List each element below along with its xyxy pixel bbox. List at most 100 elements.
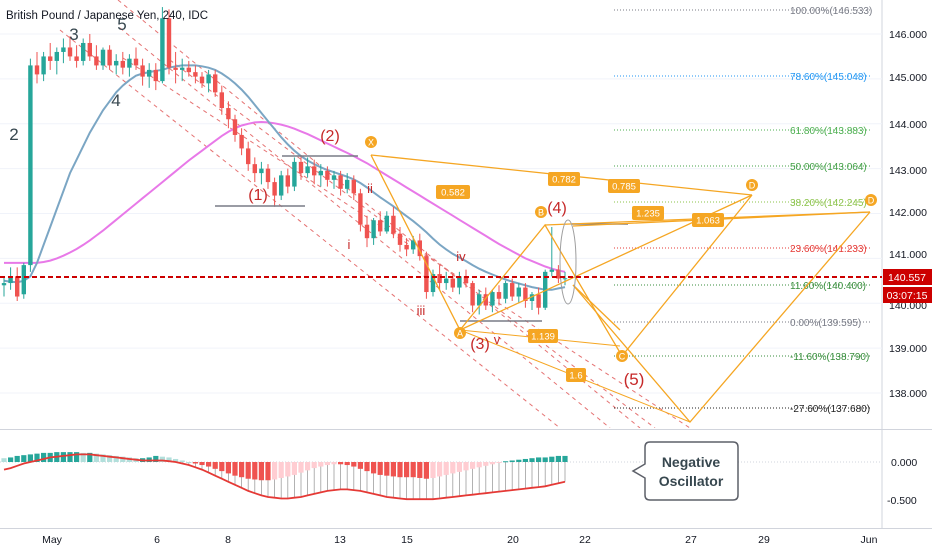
candle[interactable] — [457, 271, 462, 295]
histogram-bar[interactable] — [338, 462, 344, 465]
histogram-bar[interactable] — [173, 458, 179, 462]
fib-level[interactable]: 50.00%(143.064) — [614, 162, 872, 173]
histogram-bar[interactable] — [463, 462, 469, 471]
channel-inner-line[interactable] — [59, 29, 561, 428]
histogram-bar[interactable] — [232, 462, 238, 476]
histogram-bar[interactable] — [252, 462, 258, 480]
histogram-bar[interactable] — [555, 455, 561, 462]
histogram-bar[interactable] — [93, 453, 99, 462]
candle[interactable] — [21, 262, 26, 299]
histogram-bar[interactable] — [437, 462, 443, 477]
candle[interactable] — [417, 233, 422, 261]
candle[interactable] — [285, 168, 290, 194]
histogram-bar[interactable] — [298, 462, 304, 473]
histogram-bar[interactable] — [305, 462, 311, 471]
candle[interactable] — [305, 157, 310, 178]
candle[interactable] — [199, 72, 205, 88]
candle[interactable] — [345, 173, 350, 194]
ratio-tag[interactable]: 1.063 — [692, 213, 724, 227]
candle[interactable] — [54, 47, 59, 75]
candle[interactable] — [503, 280, 508, 304]
histogram-bar[interactable] — [206, 462, 212, 467]
histogram-bar[interactable] — [239, 462, 245, 478]
histogram-bar[interactable] — [60, 452, 66, 462]
candle[interactable] — [133, 47, 139, 70]
candle[interactable] — [470, 280, 475, 313]
ratio-tag[interactable]: 0.785 — [608, 179, 640, 193]
candle[interactable] — [180, 58, 185, 82]
candle[interactable] — [186, 60, 191, 77]
candle[interactable] — [8, 267, 13, 290]
candle[interactable] — [444, 271, 449, 290]
oscillator-histogram[interactable] — [1, 452, 568, 500]
histogram-bar[interactable] — [265, 462, 271, 481]
histogram-bar[interactable] — [107, 455, 113, 462]
candle[interactable] — [437, 265, 442, 290]
fib-level[interactable]: 100.00%(146.533) — [614, 6, 872, 17]
wave-label[interactable]: (1) — [248, 187, 268, 204]
wave-label[interactable]: iii — [417, 303, 426, 318]
histogram-bar[interactable] — [536, 457, 542, 462]
wave-label[interactable]: (3) — [470, 336, 490, 353]
candle[interactable] — [67, 36, 73, 61]
wave-label[interactable]: iv — [456, 249, 466, 264]
wave-label[interactable]: (2) — [320, 128, 340, 145]
oscillator-signal-line[interactable] — [3, 453, 566, 501]
histogram-bar[interactable] — [8, 457, 14, 462]
candle[interactable] — [34, 51, 40, 84]
wave-label[interactable]: (4) — [547, 200, 567, 217]
histogram-bar[interactable] — [450, 462, 456, 474]
histogram-bar[interactable] — [67, 452, 73, 462]
candle[interactable] — [100, 47, 106, 70]
candle[interactable] — [338, 170, 343, 196]
histogram-bar[interactable] — [443, 462, 449, 475]
histogram-bar[interactable] — [503, 461, 509, 463]
candle[interactable] — [219, 85, 224, 115]
candle[interactable] — [384, 211, 389, 234]
candle[interactable] — [523, 283, 528, 308]
fib-level[interactable]: 38.20%(142.245) — [614, 198, 872, 209]
histogram-bar[interactable] — [100, 454, 106, 462]
candle[interactable] — [61, 38, 66, 64]
candle[interactable] — [536, 287, 541, 315]
candle[interactable] — [232, 114, 238, 142]
candle[interactable] — [120, 51, 125, 75]
candle[interactable] — [160, 7, 165, 84]
current-price-badge[interactable]: 140.557 03:07:15 — [883, 269, 932, 303]
candle[interactable] — [496, 285, 502, 306]
candle[interactable] — [226, 101, 231, 129]
fast-moving-average-line[interactable] — [3, 64, 566, 291]
histogram-bar[interactable] — [562, 455, 568, 462]
fib-level[interactable]: 11.60%(140.400) — [614, 281, 872, 292]
histogram-bar[interactable] — [516, 459, 522, 462]
time-axis[interactable]: May 6 8 13 15 20 22 27 29 Jun — [42, 534, 878, 546]
histogram-bar[interactable] — [410, 462, 416, 478]
histogram-bar[interactable] — [285, 462, 291, 477]
histogram-bar[interactable] — [529, 458, 535, 462]
candle[interactable] — [252, 157, 257, 183]
ratio-tag[interactable]: 1.235 — [632, 206, 664, 220]
histogram-bar[interactable] — [430, 462, 436, 478]
histogram-bar[interactable] — [476, 462, 482, 468]
histogram-bar[interactable] — [509, 460, 515, 462]
fib-level[interactable]: -27.60%(137.680) — [614, 404, 872, 415]
candle[interactable] — [173, 51, 178, 84]
histogram-bar[interactable] — [179, 460, 185, 462]
histogram-bar[interactable] — [14, 455, 20, 462]
candle[interactable] — [193, 65, 198, 84]
wave-label[interactable]: 3 — [69, 25, 78, 44]
histogram-bar[interactable] — [192, 462, 198, 464]
candle[interactable] — [246, 141, 251, 171]
candle[interactable] — [325, 166, 330, 187]
negative-oscillator-callout[interactable]: Negative Oscillator — [631, 441, 739, 501]
histogram-bar[interactable] — [80, 452, 86, 462]
candle[interactable] — [463, 269, 469, 288]
candle[interactable] — [74, 45, 79, 68]
candle[interactable] — [259, 161, 264, 185]
histogram-bar[interactable] — [159, 456, 165, 462]
candle[interactable] — [81, 38, 86, 66]
wave-label[interactable]: v — [494, 332, 501, 347]
wave-label[interactable]: 5 — [117, 15, 126, 34]
candle[interactable] — [364, 215, 370, 248]
